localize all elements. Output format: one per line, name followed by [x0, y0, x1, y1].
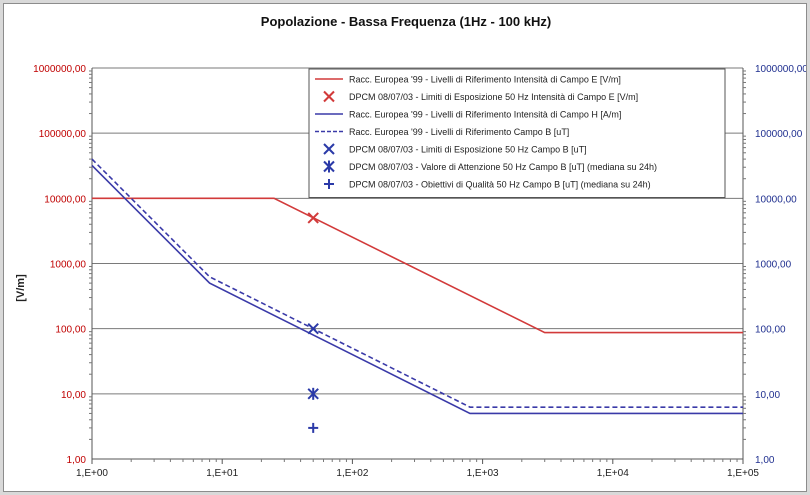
y-tick-label-right: 100,00	[755, 325, 786, 336]
legend-label: DPCM 08/07/03 - Limiti di Esposizione 50…	[349, 92, 638, 102]
x-tick-label: 1,E+05	[727, 468, 759, 479]
chart-title: Popolazione - Bassa Frequenza (1Hz - 100…	[261, 14, 551, 29]
series-4	[91, 158, 743, 408]
y-tick-label-right: 1000,00	[755, 260, 792, 271]
legend-entry: DPCM 08/07/03 - Obiettivi di Qualità 50 …	[324, 179, 651, 190]
x-tick-label: 1,E+04	[597, 468, 629, 479]
series-3	[91, 164, 743, 415]
x-tick-label: 1,E+02	[336, 468, 368, 479]
series-7	[308, 422, 319, 433]
series-5	[307, 322, 319, 335]
y-tick-label-left: 1,00	[67, 455, 87, 466]
y-tick-label-left: 100,00	[55, 325, 86, 336]
series-line	[91, 164, 743, 415]
legend-entry: Racc. Europea '99 - Livelli di Riferimen…	[315, 75, 621, 85]
y-tick-label-left: 10,00	[61, 390, 86, 401]
series-6	[307, 387, 319, 400]
legend-entry: DPCM 08/07/03 - Valore di Attenzione 50 …	[323, 160, 657, 173]
series-line	[91, 158, 743, 408]
y-tick-label-right: 100000,00	[755, 129, 803, 140]
legend-label: DPCM 08/07/03 - Obiettivi di Qualità 50 …	[349, 180, 651, 190]
chart: Popolazione - Bassa Frequenza (1Hz - 100…	[15, 14, 807, 492]
legend-box	[308, 68, 726, 198]
y-tick-label-right: 1000000,00	[755, 64, 807, 75]
tick-labels: 1,00 1,00 10,00 10,00 100,00 100,00 1000,00 100…	[33, 64, 807, 479]
legend-label: DPCM 08/07/03 - Limiti di Esposizione 50…	[349, 145, 587, 155]
series-2	[307, 212, 319, 224]
legend-entry: DPCM 08/07/03 - Limiti di Esposizione 50…	[323, 90, 638, 103]
y-tick-label-left: 100000,00	[39, 129, 87, 140]
y-tick-label-left: 1000000,00	[33, 64, 86, 75]
axes	[89, 68, 746, 464]
legend-label: Racc. Europea '99 - Livelli di Riferimen…	[349, 75, 621, 85]
legend-marker-stroke	[323, 143, 335, 155]
series-group	[91, 158, 743, 433]
x-tick-label: 1,E+01	[206, 468, 238, 479]
y-tick-label-left: 1000,00	[50, 260, 87, 271]
y-tick-label-right: 10000,00	[755, 194, 797, 205]
legend-label: Racc. Europea '99 - Livelli di Riferimen…	[349, 127, 569, 137]
x-tick-label: 1,E+00	[76, 468, 108, 479]
y-tick-label-right: 1,00	[755, 455, 775, 466]
legend: Racc. Europea '99 - Livelli di Riferimen…	[308, 68, 726, 198]
x-axis-label: Hz	[422, 490, 433, 492]
legend-entry: Racc. Europea '99 - Livelli di Riferimen…	[315, 110, 621, 120]
y-tick-label-left: 10000,00	[44, 194, 86, 205]
legend-entry: DPCM 08/07/03 - Limiti di Esposizione 50…	[323, 143, 587, 155]
y-tick-label-right: 10,00	[755, 390, 780, 401]
series-1	[92, 197, 743, 334]
y-axis-label: [V/m]	[15, 274, 27, 302]
legend-label: DPCM 08/07/03 - Valore di Attenzione 50 …	[349, 162, 657, 172]
data-marker-stroke	[307, 322, 319, 335]
legend-marker-stroke	[323, 90, 335, 103]
legend-label: Racc. Europea '99 - Livelli di Riferimen…	[349, 110, 621, 120]
legend-entry: Racc. Europea '99 - Livelli di Riferimen…	[315, 127, 569, 137]
data-marker-stroke	[307, 212, 319, 224]
series-line	[92, 197, 743, 334]
chart-frame: Popolazione - Bassa Frequenza (1Hz - 100…	[3, 3, 807, 492]
x-tick-label: 1,E+03	[467, 468, 499, 479]
